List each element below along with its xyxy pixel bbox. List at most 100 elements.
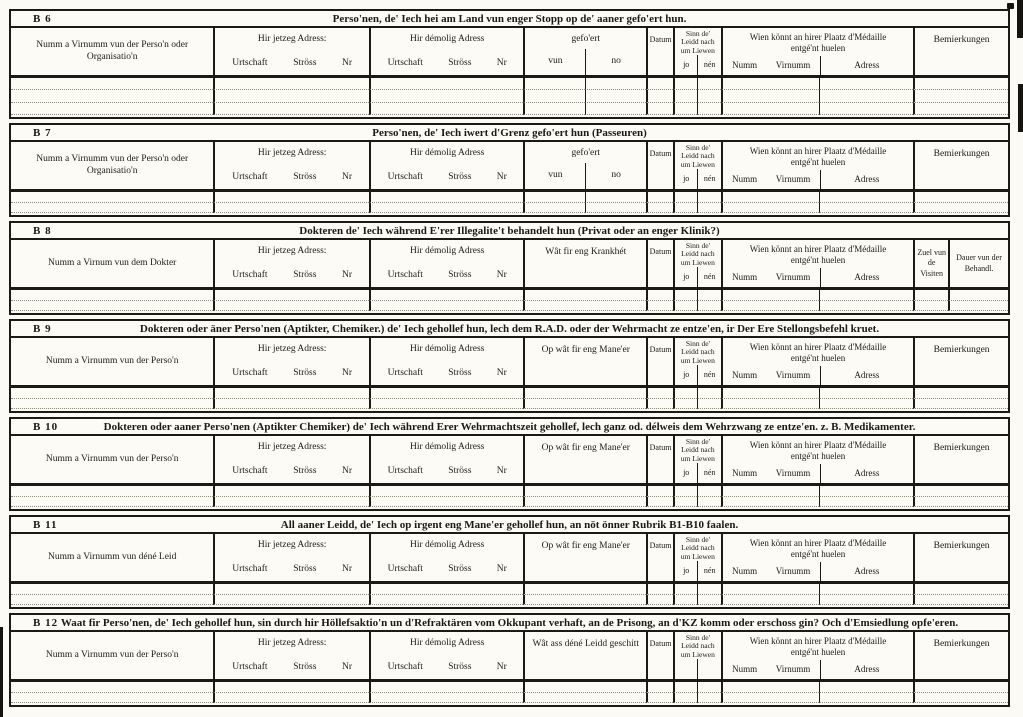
alive-label-line1: Sinn de': [685, 241, 710, 250]
sublabel-adress: Adress: [819, 267, 914, 287]
data-cell: [646, 682, 673, 693]
data-cell: [368, 584, 524, 595]
date-label: Datum: [649, 35, 672, 44]
sublabel-nr: Nr: [496, 58, 507, 69]
data-cell: [523, 192, 585, 203]
data-cell: [213, 192, 369, 203]
data-cell: [368, 78, 524, 91]
data-cell: [913, 90, 1008, 103]
data-cell: [213, 388, 369, 399]
alive-label-line1: Sinn de': [685, 143, 710, 152]
sublabel-stross: Ströss: [293, 662, 317, 673]
sublabel-urtschaft: Urtschaft: [232, 564, 268, 575]
data-cell: [672, 202, 697, 213]
section-title-row: B 7 Perso'nen, de' Iech iwert d'Grenz ge…: [11, 125, 1008, 142]
data-cell: [646, 290, 673, 301]
data-cell: [720, 486, 819, 497]
data-cell: [913, 594, 1008, 605]
section-title: Perso'nen, de' Iech iwert d'Grenz gefo'e…: [372, 126, 647, 139]
data-cell: [213, 78, 369, 91]
table-row: [11, 78, 1008, 91]
data-cell: [368, 202, 524, 213]
current-address-label: Hir jetzeg Adress:: [257, 540, 327, 550]
data-cell: [11, 584, 214, 595]
sublabel-jo: jo: [683, 370, 690, 380]
data-cell: [720, 388, 819, 399]
data-cell: [213, 682, 369, 693]
data-cell: [818, 388, 914, 399]
table-row: [11, 692, 1008, 703]
current-address-label: Hir jetzeg Adress:: [257, 34, 327, 44]
data-cell: [11, 399, 214, 409]
sublabel-nr: Nr: [496, 466, 507, 477]
data-cell: [523, 584, 647, 595]
col-header-former-address: Hir démolig Adress Urtschaft Ströss Nr: [368, 534, 524, 581]
section-code: B 12: [33, 616, 59, 629]
sublabel-virnumm: Virnumm: [775, 565, 811, 576]
sublabel-nr: Nr: [496, 368, 507, 379]
sublabel-nen: nén: [697, 267, 720, 287]
sublabel-virnumm: Virnumm: [775, 663, 811, 674]
sublabel-nen: nén: [697, 463, 720, 483]
col-header-middle: Op wât fir eng Mane'er: [523, 436, 646, 483]
scan-artifact: [1007, 3, 1014, 9]
col-header-remarks: Bemierkungen: [913, 28, 1008, 75]
data-cell: [672, 496, 697, 507]
data-cell: [672, 290, 697, 301]
name-column-label: Numm a Virnumm vun der Perso'n oder Orga…: [36, 153, 189, 176]
former-address-label: Hir démolig Adress: [409, 638, 485, 648]
data-cell: [523, 290, 647, 301]
data-cell: [646, 90, 673, 103]
middle-column-label: Op wât fir eng Mane'er: [541, 541, 630, 551]
data-cell: [368, 90, 524, 103]
alive-label-line3: um Liewen: [680, 257, 715, 267]
data-cell: [818, 682, 914, 693]
data-cell: [720, 300, 819, 311]
data-cell: [523, 300, 647, 311]
col-header-alive-status: Sinn de' Leidd nach um Liewen jo nén: [672, 436, 721, 483]
section-title-row: B 6 Perso'nen, de' Iech hei am Land vun …: [11, 11, 1008, 28]
data-cell: [11, 497, 214, 507]
alive-label-line3: um Liewen: [680, 649, 715, 659]
col-header-alive-status: Sinn de' Leidd nach um Liewen jo nén: [672, 632, 721, 679]
sublabel-urtschaft: Urtschaft: [232, 270, 268, 281]
name-column-label: Numm a Virnumm vun der Perso'n: [45, 355, 179, 366]
col-header-current-address: Hir jetzeg Adress: Urtschaft Ströss Nr: [213, 338, 369, 385]
data-cell: [696, 78, 721, 91]
col-header-medal-recipient: Wien könnt an hirer Plaatz d'Médaille en…: [720, 142, 913, 189]
sublabel-no: no: [585, 162, 646, 189]
data-cell: [818, 692, 914, 703]
sublabel-virnumm: Virnumm: [775, 369, 811, 380]
col-header-remarks: Bemierkungen: [913, 632, 1008, 679]
col-header-date: Datum: [646, 28, 673, 75]
alive-label-line2: Leidd nach: [681, 641, 715, 651]
sublabel-nen: nén: [697, 169, 720, 189]
data-cell: [523, 692, 647, 703]
data-cell: [696, 486, 721, 497]
col-header-visit-count: Zuel vun de Visiten: [913, 240, 948, 287]
section-code: B 6: [33, 12, 52, 25]
sublabel-nr: Nr: [496, 172, 507, 183]
name-column-label: Numm a Virnum vun dem Dokter: [48, 257, 177, 268]
data-cell: [646, 202, 673, 213]
data-cell: [696, 398, 721, 409]
sublabel-virnumm: Virnumm: [775, 467, 811, 478]
name-column-label: Numm a Virnumm vun der Perso'n oder Orga…: [36, 39, 189, 62]
data-cell: [672, 584, 697, 595]
sublabel-nr: Nr: [342, 662, 353, 673]
data-cell: [818, 202, 914, 213]
column-header-row: Numm a Virnum vun dem Dokter Hir jetzeg …: [11, 240, 1008, 290]
sublabel-adress: Adress: [819, 659, 914, 679]
col-header-date: Datum: [646, 240, 673, 287]
data-cell: [672, 90, 697, 103]
data-cell: [523, 90, 585, 103]
col-header-middle: Op wât fir eng Mane'er: [523, 534, 646, 581]
alive-label-line1: Sinn de': [685, 339, 710, 348]
data-cell: [818, 300, 914, 311]
former-address-label: Hir démolig Adress: [409, 148, 485, 158]
former-address-label: Hir démolig Adress: [409, 442, 485, 452]
data-cell: [696, 90, 721, 103]
col-header-name: Numm a Virnumm vun der Perso'n oder Orga…: [11, 142, 213, 189]
sublabel-urtschaft: Urtschaft: [387, 466, 423, 477]
former-address-label: Hir démolig Adress: [409, 246, 485, 256]
